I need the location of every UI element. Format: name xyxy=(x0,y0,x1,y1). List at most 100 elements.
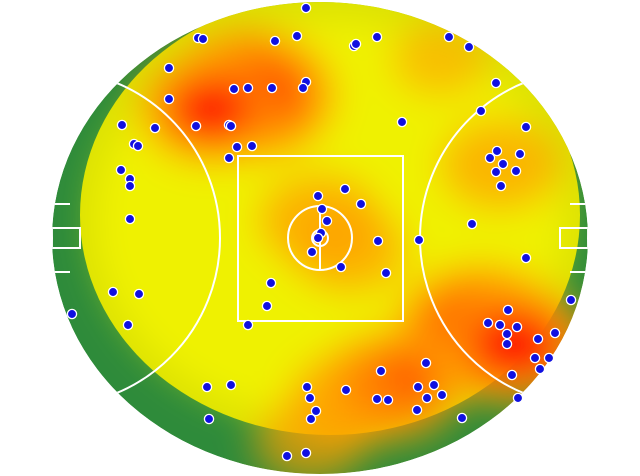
data-point xyxy=(350,38,362,50)
data-point xyxy=(228,83,240,95)
data-point xyxy=(512,392,524,404)
heat-surface xyxy=(52,2,588,474)
data-point xyxy=(304,392,316,404)
data-point xyxy=(312,232,324,244)
data-point xyxy=(421,392,433,404)
data-point xyxy=(565,294,577,306)
data-point xyxy=(115,164,127,176)
data-point xyxy=(355,198,367,210)
data-point xyxy=(456,412,468,424)
data-point xyxy=(475,105,487,117)
data-point xyxy=(310,405,322,417)
data-point xyxy=(301,381,313,393)
data-point xyxy=(305,413,317,425)
data-point xyxy=(261,300,273,312)
data-point xyxy=(490,166,502,178)
data-point xyxy=(502,304,514,316)
data-point xyxy=(443,31,455,43)
data-point xyxy=(321,215,333,227)
data-point xyxy=(335,261,347,273)
data-point xyxy=(246,140,258,152)
heat-hotspot-core xyxy=(167,77,253,143)
data-point xyxy=(549,327,561,339)
data-point xyxy=(225,120,237,132)
data-point xyxy=(66,308,78,320)
data-point xyxy=(316,203,328,215)
data-point xyxy=(514,148,526,160)
data-point xyxy=(122,319,134,331)
heat-hotspot-outer xyxy=(391,23,489,97)
data-point xyxy=(420,357,432,369)
data-point xyxy=(306,246,318,258)
data-point xyxy=(300,447,312,459)
centre-square xyxy=(237,155,404,322)
data-point xyxy=(107,286,119,298)
data-point xyxy=(375,365,387,377)
scatter-points xyxy=(66,2,577,462)
data-point xyxy=(149,122,161,134)
data-point xyxy=(396,116,408,128)
data-point xyxy=(482,317,494,329)
data-point xyxy=(163,62,175,74)
data-point xyxy=(484,152,496,164)
data-point xyxy=(133,288,145,300)
data-point xyxy=(543,352,555,364)
data-point xyxy=(511,321,523,333)
data-point xyxy=(411,404,423,416)
heat-hotspot-outer xyxy=(254,397,366,474)
data-point xyxy=(291,30,303,42)
heat-hotspot-core xyxy=(469,310,561,380)
data-point xyxy=(231,141,243,153)
data-point xyxy=(300,2,312,14)
data-point xyxy=(501,338,513,350)
data-point xyxy=(466,218,478,230)
data-point xyxy=(412,381,424,393)
data-point xyxy=(201,381,213,393)
data-point xyxy=(266,82,278,94)
data-point xyxy=(491,145,503,157)
data-point xyxy=(534,363,546,375)
data-point xyxy=(501,328,513,340)
data-point xyxy=(506,369,518,381)
data-point xyxy=(281,450,293,462)
right-goal-square xyxy=(559,227,588,249)
data-point xyxy=(371,31,383,43)
data-point xyxy=(532,333,544,345)
data-point xyxy=(529,352,541,364)
data-point xyxy=(380,267,392,279)
left-goal-square xyxy=(52,227,81,249)
data-point xyxy=(372,235,384,247)
data-point xyxy=(520,252,532,264)
data-point xyxy=(495,180,507,192)
data-point xyxy=(116,119,128,131)
data-point xyxy=(490,77,502,89)
data-point xyxy=(497,158,509,170)
data-point xyxy=(242,82,254,94)
data-point xyxy=(297,82,309,94)
data-point xyxy=(413,234,425,246)
data-point xyxy=(510,165,522,177)
left-arc-50m xyxy=(52,69,221,407)
data-point xyxy=(520,121,532,133)
data-point xyxy=(340,384,352,396)
data-point xyxy=(124,213,136,225)
data-point xyxy=(494,319,506,331)
data-point xyxy=(339,183,351,195)
data-point xyxy=(225,379,237,391)
data-point xyxy=(242,319,254,331)
data-point xyxy=(428,379,440,391)
data-point xyxy=(265,277,277,289)
data-point xyxy=(312,190,324,202)
data-point xyxy=(132,140,144,152)
data-point xyxy=(382,394,394,406)
data-point xyxy=(190,120,202,132)
data-point xyxy=(163,93,175,105)
data-point xyxy=(463,41,475,53)
data-point xyxy=(124,180,136,192)
data-point xyxy=(371,393,383,405)
data-point xyxy=(203,413,215,425)
data-point xyxy=(197,33,209,45)
data-point xyxy=(269,35,281,47)
